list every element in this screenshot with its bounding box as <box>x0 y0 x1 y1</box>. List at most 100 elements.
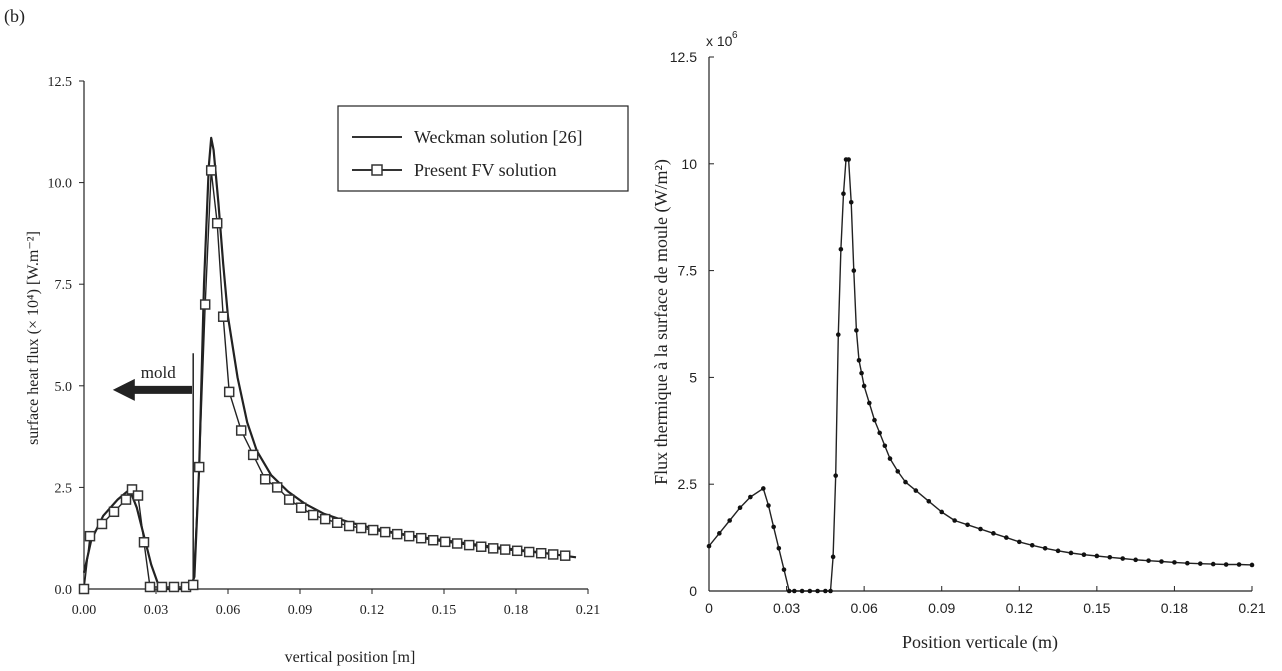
data-point-dot <box>872 417 877 423</box>
data-point-square <box>84 530 96 542</box>
data-point-square <box>126 484 138 495</box>
data-point-dot <box>823 588 828 594</box>
data-point-dot <box>1055 548 1061 554</box>
data-point-square <box>463 539 475 551</box>
data-point-square <box>295 502 307 513</box>
data-point-dot <box>913 488 919 493</box>
left-chart: 0.00 0.03 0.06 0.09 0.12 0.15 0.18 0.21 0.0 2.5 5… <box>25 75 629 666</box>
data-point-dot <box>887 456 893 461</box>
data-point-dot <box>1029 542 1035 548</box>
data-point-square <box>367 524 379 536</box>
data-point-square <box>451 538 463 549</box>
x-tick-label: 0.18 <box>1161 600 1188 616</box>
x-tick-label: 0.21 <box>1238 600 1265 616</box>
data-point-square <box>96 518 108 530</box>
data-point-square <box>205 165 217 176</box>
data-point-square <box>343 520 355 532</box>
data-point-dot <box>838 246 844 252</box>
data-point-square <box>523 546 535 558</box>
data-point-dot <box>727 518 732 523</box>
data-point-dot <box>854 328 859 333</box>
data-point-dot <box>1172 560 1177 565</box>
data-point-dot <box>841 191 846 197</box>
data-point-square <box>391 528 403 540</box>
data-point-square <box>108 506 120 518</box>
x-tick-label: 0.15 <box>1083 600 1110 616</box>
data-point-dot <box>792 588 797 594</box>
panel-label: (b) <box>4 6 25 27</box>
data-point-dot <box>766 503 771 508</box>
data-point-dot <box>903 479 908 485</box>
data-point-square <box>259 474 271 485</box>
data-point-dot <box>833 473 838 478</box>
data-point-dot <box>978 526 983 532</box>
data-point-square <box>168 581 180 593</box>
data-point-dot <box>717 531 722 536</box>
x-tick-label: 0.09 <box>928 600 955 616</box>
data-point-square <box>217 311 229 322</box>
data-point-square <box>403 530 415 542</box>
data-point-dot <box>851 268 857 273</box>
y-tick-label: 12.5 <box>670 49 697 65</box>
data-point-dot <box>1107 554 1113 560</box>
data-point-dot <box>1223 562 1229 567</box>
y-tick-label: 12.5 <box>48 75 73 90</box>
data-point-dot <box>859 370 864 376</box>
data-point-dot <box>1042 545 1048 551</box>
data-point-dot <box>1120 556 1126 561</box>
data-point-dot <box>776 545 782 551</box>
data-point-dot <box>867 400 872 406</box>
x-tick-label: 0.03 <box>144 603 169 618</box>
x-tick-label: 0.06 <box>216 603 241 618</box>
data-point-square <box>283 494 295 505</box>
y-tick-label: 5.0 <box>55 380 73 395</box>
x-tick-label: 0.03 <box>773 600 800 616</box>
right-y-axis-label: Flux thermique à la surface de moule (W/… <box>651 159 672 485</box>
left-y-ticks: 0.0 2.5 5.0 7.5 10.0 12.5 <box>48 75 84 598</box>
data-point-square <box>144 581 156 593</box>
data-point-dot <box>1210 561 1216 567</box>
data-point-square <box>331 517 343 529</box>
data-point-square <box>499 544 511 555</box>
data-point-square <box>307 509 319 521</box>
data-point-dot <box>846 157 851 162</box>
data-point-dot <box>965 522 970 528</box>
data-point-dot <box>1146 558 1151 563</box>
data-point-dot <box>991 531 996 536</box>
mold-label: mold <box>141 363 176 382</box>
data-point-dot <box>835 332 841 337</box>
data-point-square <box>187 579 199 591</box>
mold-annotation: mold <box>112 363 192 401</box>
data-point-square <box>247 449 259 461</box>
data-point-square <box>475 541 487 552</box>
data-point-square <box>271 482 283 493</box>
data-point-dot <box>761 486 766 491</box>
data-point-dot <box>856 358 862 363</box>
legend-marker-fv <box>371 164 383 176</box>
data-point-dot <box>895 469 901 474</box>
y-tick-label: 5 <box>689 369 697 385</box>
data-point-dot <box>830 554 836 560</box>
data-point-dot <box>815 588 820 594</box>
data-point-dot <box>877 430 882 436</box>
data-point-square <box>132 490 144 501</box>
data-point-dot <box>737 505 743 510</box>
data-point-square <box>211 217 223 229</box>
data-point-square <box>235 425 247 436</box>
y-tick-label: 0 <box>689 583 697 599</box>
data-point-dot <box>1159 559 1164 564</box>
data-point-square <box>355 522 367 534</box>
data-point-dot <box>786 588 792 594</box>
data-point-square <box>199 299 211 310</box>
data-point-square <box>535 547 547 559</box>
y-tick-label: 7.5 <box>678 263 698 279</box>
x-tick-label: 0 <box>705 600 713 616</box>
data-point-dot <box>748 494 753 500</box>
data-point-dot <box>771 524 776 530</box>
data-point-square <box>138 537 150 548</box>
right-y-ticks: 0 2.5 5 7.5 10 12.5 <box>670 49 714 599</box>
data-point-square <box>559 550 571 561</box>
y-tick-label: 2.5 <box>55 481 73 496</box>
data-point-dot <box>882 443 888 449</box>
